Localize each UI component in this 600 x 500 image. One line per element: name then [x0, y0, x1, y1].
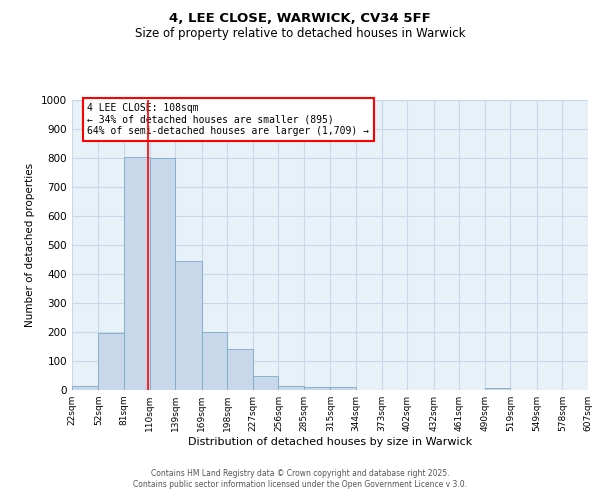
Text: 4 LEE CLOSE: 108sqm
← 34% of detached houses are smaller (895)
64% of semi-detac: 4 LEE CLOSE: 108sqm ← 34% of detached ho… [88, 103, 370, 136]
Bar [72, 386, 98, 390]
Bar [202, 332, 227, 390]
Bar [98, 334, 124, 390]
Bar [304, 387, 331, 390]
Text: Size of property relative to detached houses in Warwick: Size of property relative to detached ho… [135, 28, 465, 40]
X-axis label: Distribution of detached houses by size in Warwick: Distribution of detached houses by size … [188, 437, 472, 447]
Bar [149, 158, 175, 390]
Text: Contains HM Land Registry data © Crown copyright and database right 2025.: Contains HM Land Registry data © Crown c… [151, 468, 449, 477]
Bar [227, 350, 253, 390]
Bar [124, 156, 149, 390]
Bar [331, 387, 356, 390]
Y-axis label: Number of detached properties: Number of detached properties [25, 163, 35, 327]
Bar [175, 261, 202, 390]
Bar [253, 376, 278, 390]
Bar [278, 386, 304, 390]
Bar [485, 388, 511, 390]
Text: Contains public sector information licensed under the Open Government Licence v : Contains public sector information licen… [133, 480, 467, 489]
Text: 4, LEE CLOSE, WARWICK, CV34 5FF: 4, LEE CLOSE, WARWICK, CV34 5FF [169, 12, 431, 26]
